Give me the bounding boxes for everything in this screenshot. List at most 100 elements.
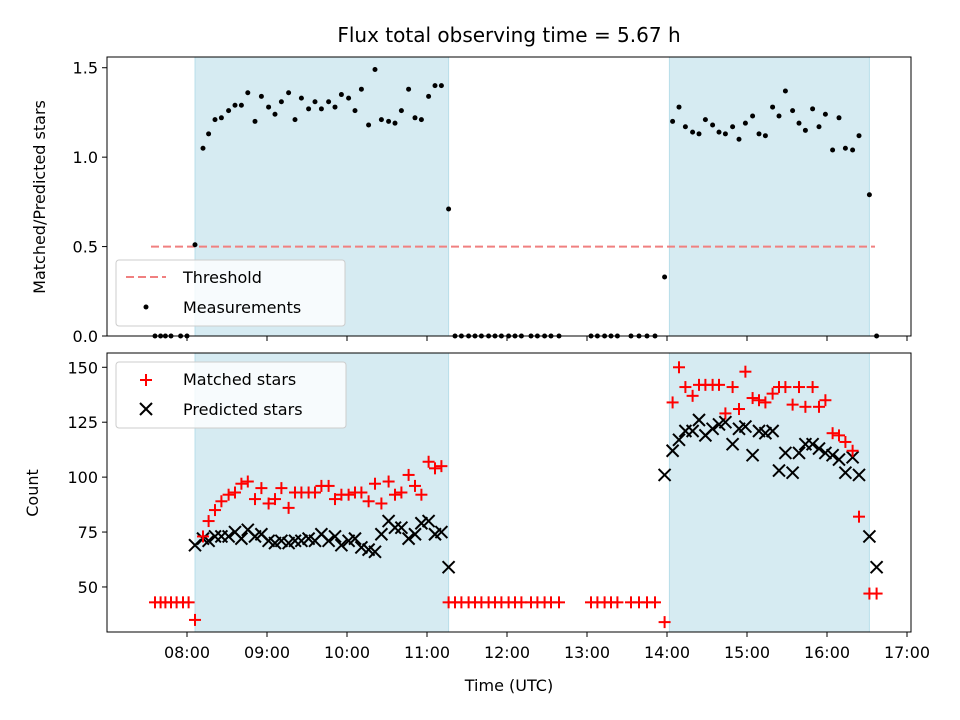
measurement-point — [372, 67, 378, 73]
matched-point — [389, 488, 401, 501]
measurement-point — [312, 99, 318, 105]
measurement-point — [200, 145, 206, 151]
measurement-point — [810, 106, 816, 112]
matched-point — [229, 486, 241, 499]
measurement-point — [730, 124, 736, 130]
predicted-point — [725, 437, 740, 451]
matched-point — [342, 488, 355, 501]
y-tick-label: 1.0 — [73, 148, 98, 167]
measurement-point — [366, 122, 372, 128]
measurement-point — [796, 120, 802, 126]
measurement-point — [438, 83, 444, 89]
matched-point — [826, 427, 839, 440]
matched-point — [611, 596, 624, 609]
predicted-point — [334, 538, 349, 552]
matched-point — [429, 462, 441, 475]
matched-point — [249, 493, 261, 506]
matched-point — [679, 381, 692, 394]
x-tick-label: 11:00 — [404, 643, 450, 662]
matched-point — [673, 361, 685, 374]
measurement-point — [206, 131, 212, 137]
measurement-point — [690, 129, 696, 135]
matched-point — [839, 435, 852, 448]
measurement-point — [258, 93, 264, 99]
measurement-point — [742, 120, 748, 126]
measurement-point — [412, 115, 418, 121]
matched-point — [733, 403, 745, 416]
x-tick-label: 12:00 — [484, 643, 530, 662]
measurement-point — [346, 95, 352, 101]
measurement-point — [232, 102, 238, 108]
measurement-point — [272, 111, 278, 117]
measurement-point — [332, 104, 338, 110]
measurement-point — [406, 86, 412, 92]
measurement-point — [298, 95, 304, 101]
matched-point — [362, 495, 375, 508]
measurement-point — [722, 131, 728, 137]
matched-point — [382, 475, 395, 488]
measurement-point — [252, 118, 258, 124]
matched-point — [666, 396, 679, 409]
predicted-point — [321, 534, 336, 548]
measurement-point — [338, 92, 344, 98]
measurement-point — [446, 206, 452, 212]
measurements-legend-swatch — [143, 304, 149, 310]
matched-point — [422, 455, 435, 468]
measurement-point — [830, 147, 836, 153]
measurement-point — [756, 131, 762, 137]
top-axes-frame — [106, 56, 912, 337]
bottom-legend: Matched stars Predicted stars — [115, 361, 347, 429]
matched-point — [202, 515, 215, 528]
predicted-point — [657, 468, 672, 482]
matched-point — [853, 510, 865, 523]
x-tick-label: 09:00 — [244, 643, 290, 662]
measurement-point — [790, 108, 796, 114]
matched-point — [275, 482, 288, 495]
predicted-point — [718, 415, 733, 429]
y-tick-label: 150 — [67, 358, 98, 377]
measurement-point — [682, 124, 688, 130]
predicted-point — [388, 520, 402, 535]
predicted-point — [745, 448, 760, 462]
legend-measurements-label: Measurements — [183, 298, 301, 317]
measurement-point — [696, 131, 702, 137]
predicted-point — [408, 527, 422, 541]
matched-point — [846, 444, 859, 457]
measurement-point — [378, 117, 384, 123]
predicted-point — [692, 413, 706, 427]
measurement-point — [822, 111, 828, 117]
measurement-point — [850, 147, 856, 153]
measurement-point — [245, 90, 251, 96]
bottom-y-ticks: 50 75 100 125 150 — [67, 358, 107, 597]
measurement-point — [750, 113, 756, 119]
measurement-point — [318, 106, 324, 112]
predicted-point — [421, 514, 436, 528]
matched-point — [375, 497, 388, 510]
legend-predicted-label: Predicted stars — [183, 400, 303, 419]
measurement-point — [278, 99, 284, 105]
y-tick-label: 1.5 — [73, 59, 98, 78]
matched-point — [241, 475, 254, 488]
matched-point — [215, 495, 228, 508]
matched-point — [553, 596, 565, 609]
predicted-point — [348, 531, 362, 546]
measurement-point — [776, 113, 782, 119]
matched-point — [395, 486, 408, 499]
measurement-point — [326, 99, 332, 105]
legend-matched-label: Matched stars — [183, 370, 296, 389]
top-panel: 0.0 0.5 1.0 1.5 Matched/Predicted stars Thr… — [30, 56, 912, 346]
measurement-point — [662, 274, 668, 280]
predicted-point — [838, 466, 853, 480]
measurement-point — [670, 118, 676, 124]
matched-point — [753, 394, 765, 407]
measurement-point — [418, 117, 424, 123]
matched-point — [282, 501, 295, 514]
predicted-point — [441, 560, 456, 574]
matched-point — [658, 616, 671, 629]
measurement-point — [816, 124, 822, 130]
matched-point — [355, 486, 368, 499]
measurement-point — [306, 106, 312, 112]
measurement-point — [238, 102, 244, 108]
x-tick-label: 13:00 — [564, 643, 610, 662]
